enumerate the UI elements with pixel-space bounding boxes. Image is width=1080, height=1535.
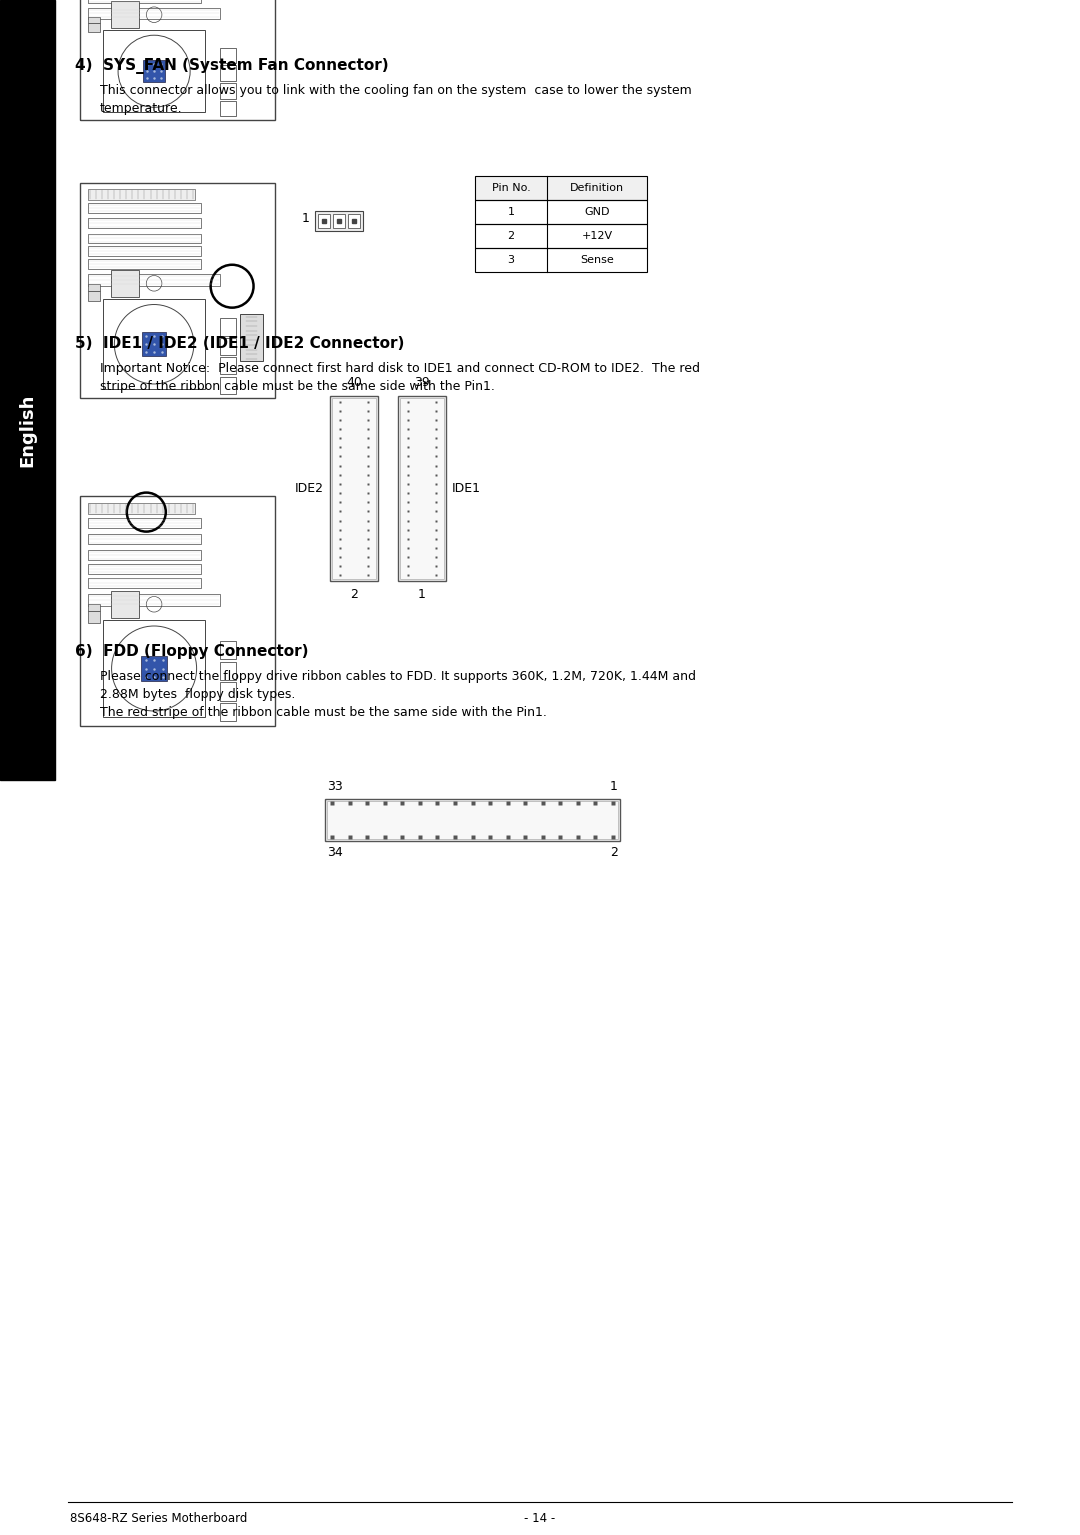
Text: 6)  FDD (Floppy Connector): 6) FDD (Floppy Connector) (75, 645, 309, 659)
Bar (220, 662, 237, 680)
Bar (87, 0, 201, 3)
Text: English: English (18, 393, 36, 467)
Bar (333, 213, 345, 229)
Bar (87, 503, 195, 514)
Bar (144, 60, 165, 81)
Bar (87, 23, 99, 32)
Text: Sense: Sense (580, 255, 613, 266)
Bar (330, 396, 378, 582)
Bar (475, 249, 647, 272)
Bar (111, 2, 138, 28)
Text: Definition: Definition (570, 183, 624, 193)
Bar (220, 682, 237, 700)
Text: 1: 1 (610, 780, 618, 794)
Bar (220, 703, 237, 721)
Text: 1: 1 (302, 212, 310, 224)
Bar (475, 224, 647, 249)
Text: 39: 39 (414, 376, 430, 388)
Bar (87, 259, 201, 269)
Bar (87, 550, 201, 560)
Text: stripe of the ribbon cable must be the same side with the Pin1.: stripe of the ribbon cable must be the s… (100, 381, 495, 393)
Bar (87, 290, 99, 301)
Text: Important Notice:  Please connect first hard disk to IDE1 and connect CD-ROM to : Important Notice: Please connect first h… (100, 362, 700, 375)
Text: Pin No.: Pin No. (491, 183, 530, 193)
Bar (104, 620, 205, 717)
Bar (111, 591, 138, 619)
Text: 2: 2 (508, 230, 514, 241)
Bar (87, 218, 201, 229)
Bar (87, 563, 201, 574)
Text: 4)  SYS_FAN (System Fan Connector): 4) SYS_FAN (System Fan Connector) (75, 58, 389, 74)
Text: - 14 -: - 14 - (525, 1512, 555, 1524)
Bar (399, 396, 446, 582)
Bar (87, 517, 201, 528)
Bar (220, 66, 237, 81)
Text: The red stripe of the ribbon cable must be the same side with the Pin1.: The red stripe of the ribbon cable must … (100, 706, 546, 718)
Bar (220, 83, 237, 98)
Bar (80, 496, 275, 726)
Bar (87, 594, 220, 606)
Text: IDE2: IDE2 (295, 482, 324, 494)
Bar (87, 204, 201, 213)
Bar (87, 534, 201, 545)
Bar (315, 210, 363, 230)
Bar (220, 642, 237, 660)
Text: This connector allows you to link with the cooling fan on the system  case to lo: This connector allows you to link with t… (100, 84, 692, 97)
Bar (318, 213, 330, 229)
Text: 34: 34 (327, 846, 342, 860)
Bar (220, 318, 237, 336)
Bar (104, 31, 205, 112)
Bar (332, 398, 376, 579)
Bar (475, 177, 647, 200)
Text: 1: 1 (508, 207, 514, 216)
Bar (87, 577, 201, 588)
Bar (220, 338, 237, 355)
Text: 1: 1 (418, 588, 426, 602)
Bar (220, 358, 237, 375)
Bar (87, 247, 201, 256)
Bar (475, 200, 647, 224)
Bar (400, 398, 444, 579)
Bar (87, 611, 99, 623)
Bar (87, 8, 220, 18)
Text: 40: 40 (346, 376, 362, 388)
Bar (143, 333, 166, 356)
Bar (87, 233, 201, 243)
Bar (111, 270, 138, 296)
Text: IDE1: IDE1 (453, 482, 481, 494)
Text: 5)  IDE1 / IDE2 (IDE1 / IDE2 Connector): 5) IDE1 / IDE2 (IDE1 / IDE2 Connector) (75, 336, 404, 352)
Bar (220, 48, 237, 63)
Bar (325, 800, 620, 841)
Text: GND: GND (584, 207, 610, 216)
Bar (0, 0, 55, 780)
Text: 33: 33 (327, 780, 342, 794)
Bar (104, 299, 205, 390)
Bar (327, 801, 618, 840)
Bar (87, 275, 220, 286)
Text: +12V: +12V (581, 230, 612, 241)
Text: 8S648-RZ Series Motherboard: 8S648-RZ Series Motherboard (70, 1512, 247, 1524)
Text: temperature.: temperature. (100, 101, 183, 115)
Bar (220, 376, 237, 393)
Text: 2: 2 (350, 588, 357, 602)
Text: 2.88M bytes  floppy disk types.: 2.88M bytes floppy disk types. (100, 688, 295, 701)
Text: 2: 2 (610, 846, 618, 860)
Bar (87, 189, 195, 200)
Bar (80, 0, 275, 120)
Bar (87, 17, 99, 23)
Bar (220, 100, 237, 117)
Bar (87, 284, 99, 290)
Text: 3: 3 (508, 255, 514, 266)
Bar (87, 605, 99, 611)
Bar (240, 315, 264, 361)
Bar (141, 655, 166, 682)
Bar (348, 213, 360, 229)
Bar (80, 183, 275, 398)
Text: Please connect the floppy drive ribbon cables to FDD. It supports 360K, 1.2M, 72: Please connect the floppy drive ribbon c… (100, 669, 696, 683)
